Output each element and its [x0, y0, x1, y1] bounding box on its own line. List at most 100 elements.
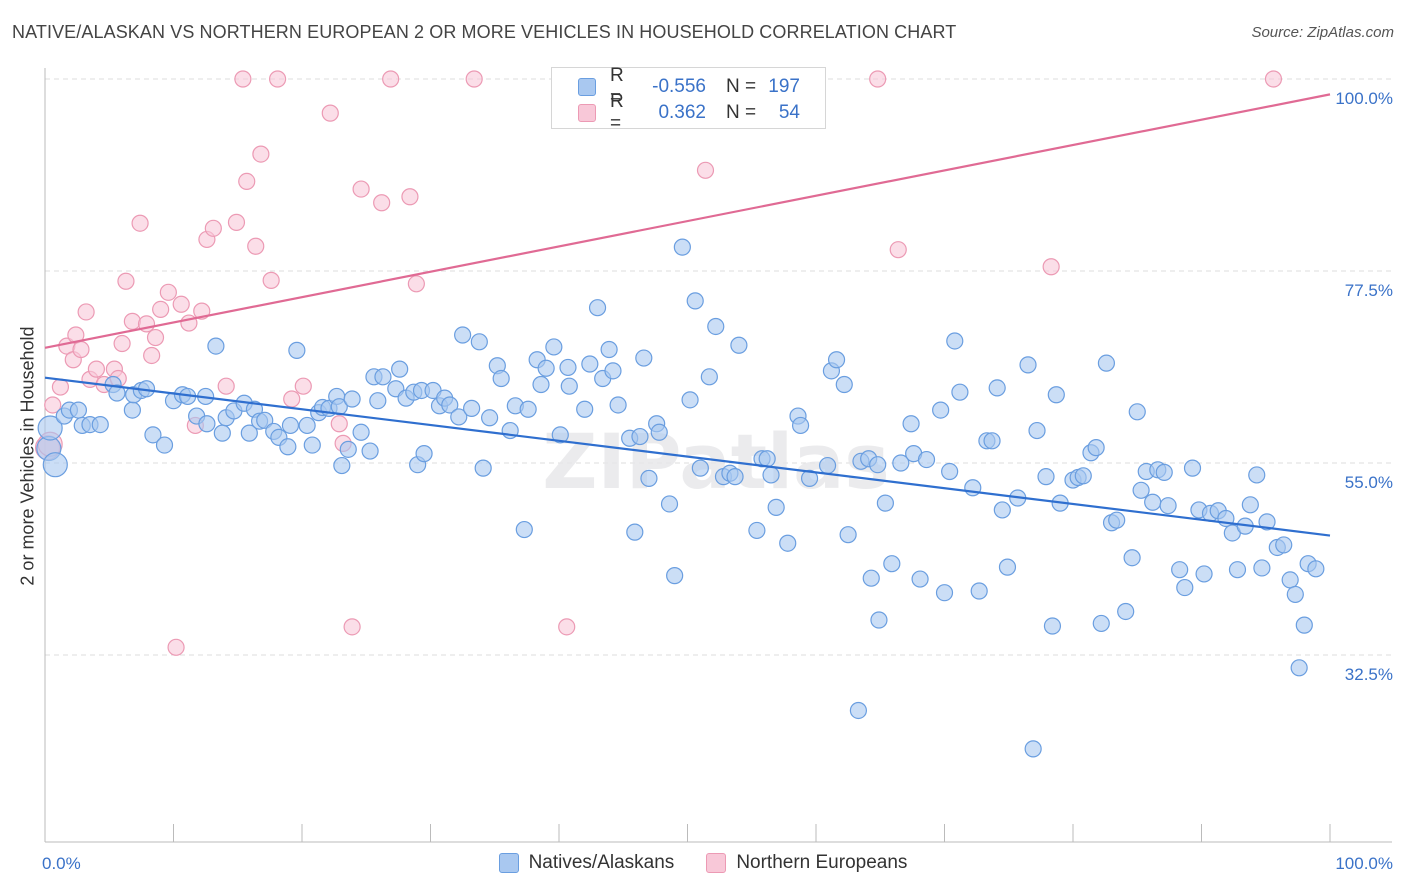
native-point: [1123, 549, 1141, 567]
northern-europeans-swatch: [578, 104, 596, 122]
native-point: [640, 469, 658, 487]
native-point: [935, 584, 954, 602]
northern-european-point: [113, 334, 131, 353]
native-point: [1281, 571, 1299, 589]
native-point: [532, 375, 550, 394]
native-point: [818, 456, 837, 475]
r-value-natives: -0.556: [652, 76, 706, 97]
northern-european-point: [152, 300, 170, 318]
r-label: R =: [610, 91, 624, 134]
native-point: [581, 355, 599, 373]
series-legend: Natives/Alaskans Northern Europeans: [0, 852, 1406, 874]
northern-european-point: [234, 70, 252, 88]
native-point: [1258, 513, 1276, 531]
northern-european-point: [330, 415, 348, 433]
legend-swatch-natives: [498, 853, 519, 873]
native-point: [1097, 354, 1116, 372]
native-point: [1155, 463, 1173, 481]
northern-european-point: [204, 219, 222, 237]
native-point: [537, 359, 555, 377]
native-point: [474, 459, 492, 477]
native-point: [758, 450, 776, 468]
native-point: [650, 423, 668, 441]
native-point: [998, 558, 1017, 576]
native-point: [123, 401, 141, 419]
native-point: [470, 333, 488, 351]
native-point: [333, 456, 351, 475]
northern-european-point: [238, 172, 256, 190]
native-point: [519, 400, 537, 418]
native-point: [707, 317, 725, 336]
native-point: [1195, 565, 1213, 583]
native-point: [454, 326, 472, 344]
native-point: [450, 408, 468, 426]
r-value-northern-europeans: 0.362: [658, 102, 706, 123]
native-point: [256, 411, 274, 429]
natives-trend-line: [44, 376, 1331, 537]
native-point: [1037, 468, 1055, 486]
r-label: R =: [610, 65, 624, 108]
native-point: [441, 396, 459, 414]
northern-european-point: [407, 275, 425, 293]
northern-european-point: [869, 70, 887, 88]
native-point: [800, 469, 819, 487]
natives-alaskans-points: [36, 238, 1325, 758]
northern-european-point: [123, 312, 141, 330]
northern-european-point: [465, 70, 483, 88]
northern-european-point: [262, 271, 280, 289]
native-point: [37, 415, 63, 441]
native-point: [988, 379, 1006, 397]
native-point: [1117, 602, 1135, 621]
native-point: [1132, 481, 1150, 499]
native-point: [91, 416, 109, 434]
northern-european-point: [51, 378, 70, 396]
native-point: [481, 409, 499, 427]
native-point: [69, 401, 88, 419]
northern-europeans-trend-line: [44, 93, 1331, 349]
native-point: [1108, 511, 1126, 529]
native-point: [343, 390, 361, 408]
native-point: [917, 450, 936, 469]
native-point: [946, 332, 964, 350]
native-point: [631, 427, 649, 446]
native-point: [1159, 497, 1177, 515]
northern-european-point: [44, 396, 62, 414]
northern-european-point: [172, 295, 190, 313]
native-point: [463, 399, 481, 417]
native-point: [281, 416, 300, 435]
native-point: [1295, 616, 1313, 634]
northern-european-point: [382, 70, 400, 88]
native-point: [298, 416, 316, 435]
legend-item-northern-europeans[interactable]: Northern Europeans: [706, 852, 907, 874]
native-point: [635, 349, 653, 367]
natives-swatch: [578, 78, 596, 96]
native-point: [415, 445, 433, 463]
native-point: [835, 375, 853, 394]
native-point: [911, 570, 929, 588]
legend-item-natives[interactable]: Natives/Alaskans: [498, 852, 674, 874]
native-point: [1043, 617, 1062, 635]
n-label: N =: [726, 102, 757, 123]
native-point: [779, 534, 797, 552]
northern-european-point: [558, 618, 576, 636]
northern-european-point: [131, 214, 149, 232]
native-point: [1290, 659, 1308, 677]
native-point: [1024, 740, 1042, 758]
native-point: [303, 436, 321, 454]
native-point: [108, 384, 126, 402]
northern-european-point: [343, 618, 361, 636]
northern-european-point: [321, 104, 339, 122]
native-point: [576, 400, 594, 418]
northern-europeans-points: [34, 70, 1283, 656]
stats-row-northern-europeans: R = 0.362 N = 54: [578, 91, 800, 134]
tick-labels: 32.5% 55.0% 77.5% 100.0% 0.0% 100.0%: [42, 89, 1393, 873]
native-point: [767, 498, 785, 516]
native-point: [374, 368, 392, 386]
native-point: [762, 466, 780, 484]
legend-label-northern-europeans: Northern Europeans: [736, 852, 908, 873]
northern-european-point: [247, 237, 265, 255]
native-point: [1047, 386, 1065, 404]
native-point: [609, 396, 627, 414]
native-point: [673, 238, 691, 256]
